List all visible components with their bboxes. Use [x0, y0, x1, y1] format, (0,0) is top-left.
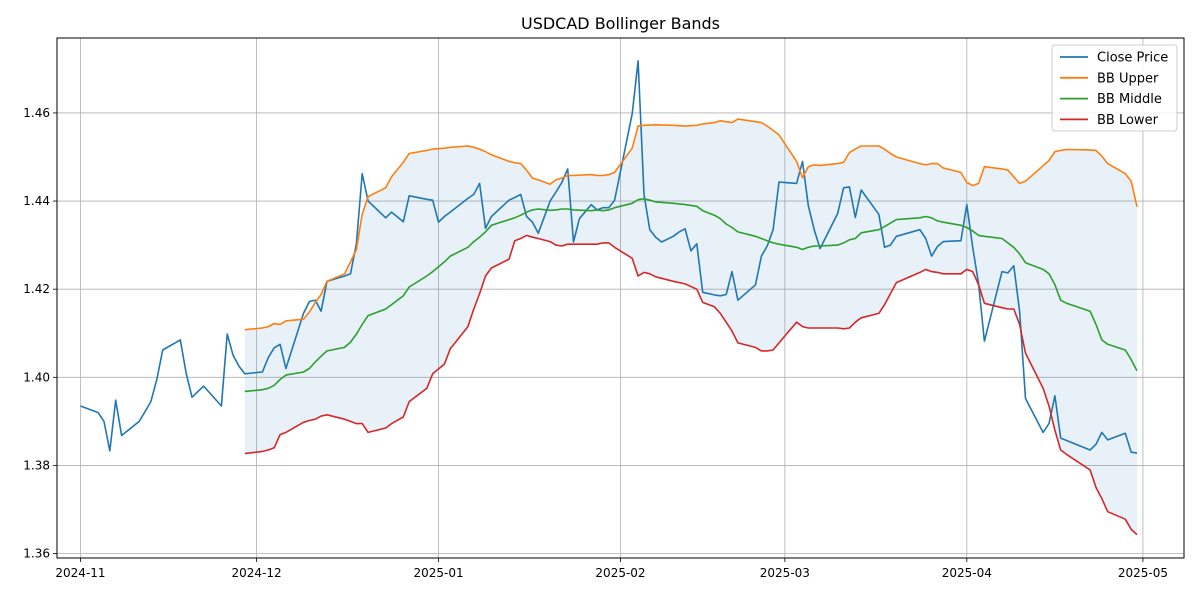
- x-tick-label: 2025-03: [760, 566, 810, 580]
- series-line-bb-upper: [244, 118, 1138, 331]
- y-axis-ticks: 1.36 1.38 1.40 1.42 1.44 1.46: [23, 106, 57, 561]
- bollinger-band-area: [244, 119, 1138, 535]
- x-tick-label: 2024-11: [55, 566, 105, 580]
- y-tick-label: 1.40: [23, 370, 50, 384]
- legend-label-bb-middle: BB Middle: [1097, 92, 1162, 107]
- y-tick-label: 1.38: [23, 458, 50, 472]
- series-line-bb-middle: [244, 198, 1138, 393]
- series-line-close-price: [80, 60, 1138, 454]
- x-tick-label: 2024-12: [232, 566, 282, 580]
- y-tick-label: 1.44: [23, 194, 50, 208]
- legend-label-bb-upper: BB Upper: [1097, 71, 1159, 86]
- legend: Close Price BB Upper BB Middle BB Lower: [1051, 44, 1178, 132]
- grid-lines: [57, 38, 1184, 558]
- x-tick-label: 2025-02: [595, 566, 645, 580]
- x-axis-ticks: 2024-11 2024-12 2025-01 2025-02 2025-03 2025-…: [55, 558, 1168, 580]
- series-lines: [80, 60, 1138, 536]
- x-tick-label: 2025-01: [413, 566, 463, 580]
- y-tick-label: 1.36: [23, 547, 50, 561]
- band-fill: [244, 119, 1138, 535]
- legend-label-close-price: Close Price: [1097, 51, 1168, 66]
- chart-title: USDCAD Bollinger Bands: [521, 14, 720, 33]
- y-tick-label: 1.46: [23, 106, 50, 120]
- x-tick-label: 2025-05: [1118, 566, 1168, 580]
- series-line-bb-lower: [244, 234, 1138, 536]
- y-tick-label: 1.42: [23, 282, 50, 296]
- x-tick-label: 2025-04: [942, 566, 992, 580]
- legend-label-bb-lower: BB Lower: [1097, 113, 1159, 128]
- legend-box: [1051, 44, 1178, 132]
